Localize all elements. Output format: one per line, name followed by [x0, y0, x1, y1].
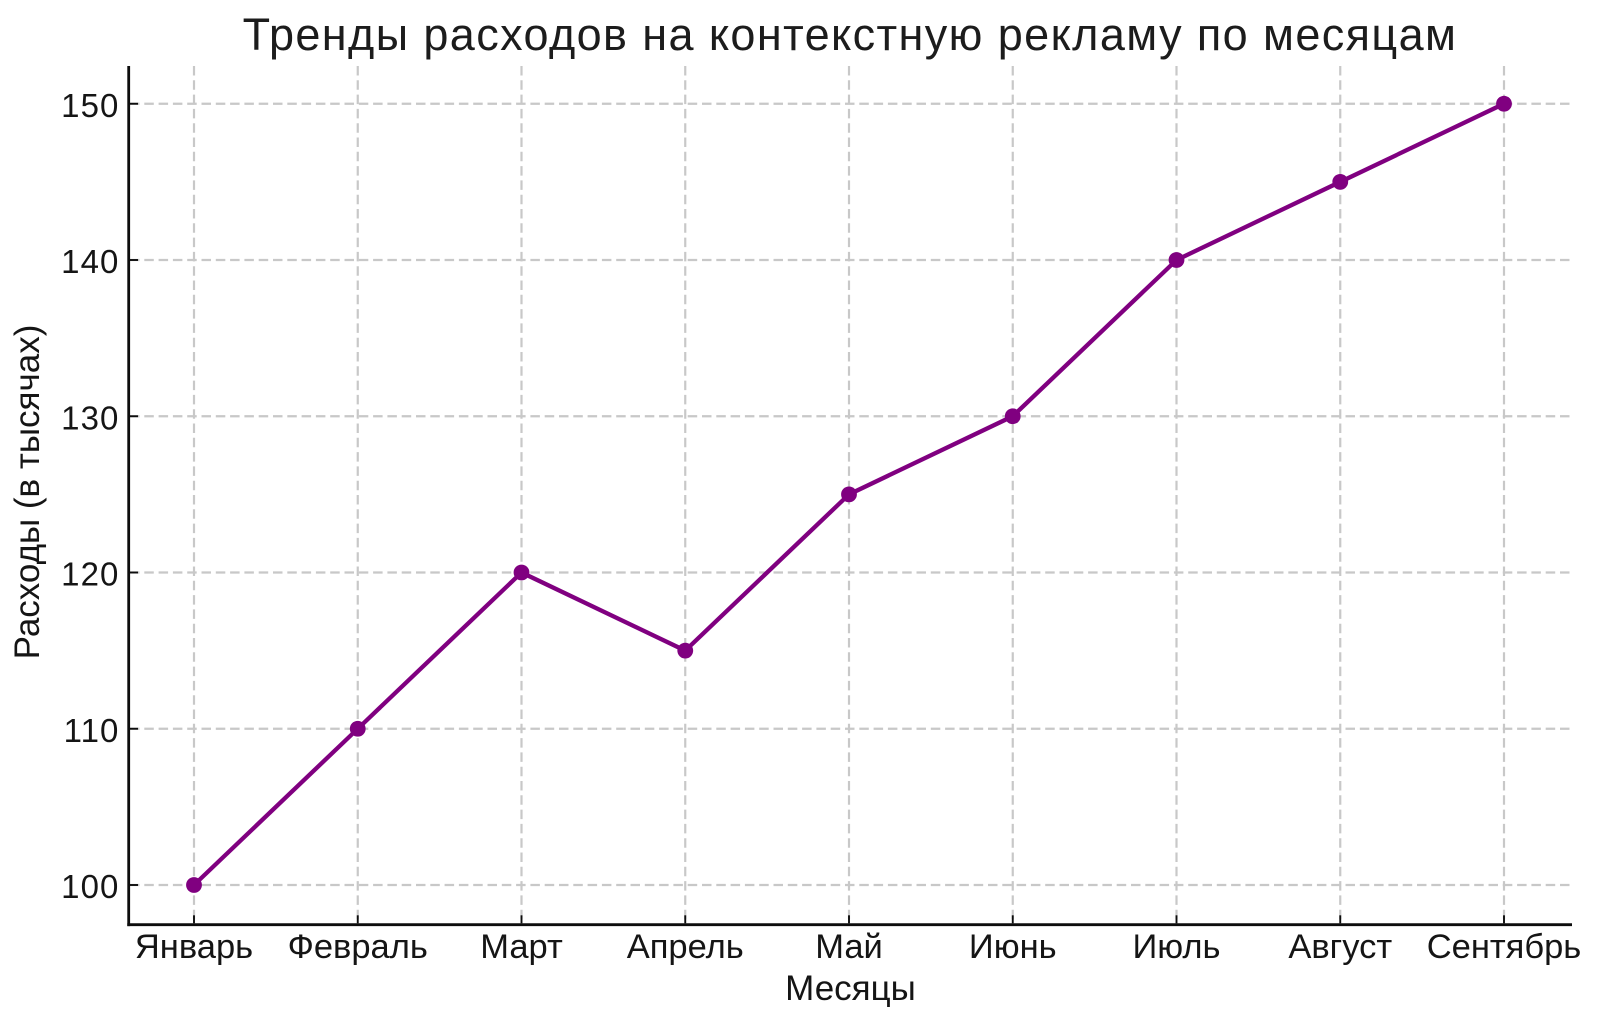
svg-text:Апрель: Апрель — [627, 928, 744, 966]
svg-text:120: 120 — [61, 556, 119, 593]
svg-text:Месяцы: Месяцы — [785, 969, 916, 1008]
svg-text:Май: Май — [815, 928, 883, 966]
svg-text:140: 140 — [61, 243, 119, 280]
svg-text:100: 100 — [61, 868, 119, 905]
svg-text:Сентябрь: Сентябрь — [1427, 928, 1582, 966]
svg-text:130: 130 — [61, 399, 119, 436]
svg-text:Июнь: Июнь — [969, 928, 1057, 966]
svg-text:Июль: Июль — [1132, 928, 1220, 966]
svg-text:110: 110 — [64, 712, 120, 749]
svg-text:Февраль: Февраль — [288, 928, 428, 966]
svg-text:Март: Март — [480, 928, 563, 966]
svg-text:Август: Август — [1288, 928, 1392, 966]
svg-text:150: 150 — [61, 87, 119, 124]
svg-text:Январь: Январь — [135, 928, 253, 966]
svg-text:Расходы (в тысячах): Расходы (в тысячах) — [8, 325, 47, 660]
svg-text:Тренды расходов на контекстную: Тренды расходов на контекстную рекламу п… — [243, 9, 1458, 60]
